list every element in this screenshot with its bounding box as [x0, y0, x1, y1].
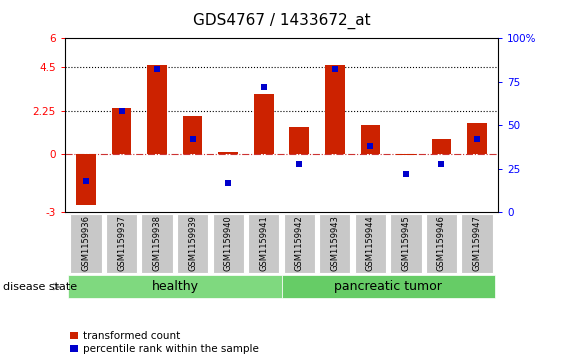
- Legend: transformed count, percentile rank within the sample: transformed count, percentile rank withi…: [70, 331, 260, 354]
- Point: [437, 161, 446, 167]
- Text: disease state: disease state: [3, 282, 77, 292]
- Point: [472, 136, 481, 142]
- Text: GSM1159943: GSM1159943: [330, 215, 339, 271]
- Text: GSM1159946: GSM1159946: [437, 215, 446, 271]
- Text: GSM1159942: GSM1159942: [295, 215, 304, 271]
- Bar: [467, 123, 486, 154]
- Point: [117, 109, 126, 114]
- FancyBboxPatch shape: [319, 213, 350, 273]
- Text: healthy: healthy: [151, 280, 198, 293]
- Point: [330, 66, 339, 72]
- FancyBboxPatch shape: [141, 213, 173, 273]
- Text: GSM1159939: GSM1159939: [188, 215, 197, 271]
- Bar: [112, 108, 131, 154]
- FancyBboxPatch shape: [284, 213, 315, 273]
- Point: [82, 178, 91, 184]
- Bar: [148, 65, 167, 154]
- Bar: [325, 65, 345, 154]
- FancyBboxPatch shape: [282, 275, 495, 298]
- FancyBboxPatch shape: [106, 213, 137, 273]
- FancyBboxPatch shape: [426, 213, 457, 273]
- Text: GSM1159938: GSM1159938: [153, 215, 162, 271]
- Point: [259, 84, 268, 90]
- Text: GSM1159944: GSM1159944: [366, 215, 375, 271]
- Bar: [396, 154, 415, 155]
- Bar: [254, 94, 274, 154]
- Point: [295, 161, 304, 167]
- FancyBboxPatch shape: [213, 213, 244, 273]
- Point: [401, 171, 410, 177]
- FancyBboxPatch shape: [355, 213, 386, 273]
- Text: GSM1159940: GSM1159940: [224, 215, 233, 271]
- Text: GDS4767 / 1433672_at: GDS4767 / 1433672_at: [193, 13, 370, 29]
- Text: GSM1159947: GSM1159947: [472, 215, 481, 271]
- Text: GSM1159945: GSM1159945: [401, 215, 410, 271]
- Text: pancreatic tumor: pancreatic tumor: [334, 280, 442, 293]
- Point: [188, 136, 197, 142]
- FancyBboxPatch shape: [177, 213, 208, 273]
- Bar: [183, 115, 203, 154]
- Bar: [289, 127, 309, 154]
- FancyBboxPatch shape: [461, 213, 493, 273]
- Bar: [360, 125, 380, 154]
- FancyBboxPatch shape: [70, 213, 102, 273]
- Bar: [218, 152, 238, 154]
- Text: GSM1159937: GSM1159937: [117, 215, 126, 271]
- Point: [224, 180, 233, 185]
- Bar: [432, 139, 451, 154]
- Text: GSM1159936: GSM1159936: [82, 215, 91, 271]
- FancyBboxPatch shape: [68, 275, 282, 298]
- FancyBboxPatch shape: [248, 213, 279, 273]
- Text: GSM1159941: GSM1159941: [259, 215, 268, 271]
- Point: [366, 143, 375, 149]
- FancyBboxPatch shape: [390, 213, 422, 273]
- Bar: [77, 154, 96, 205]
- Point: [153, 66, 162, 72]
